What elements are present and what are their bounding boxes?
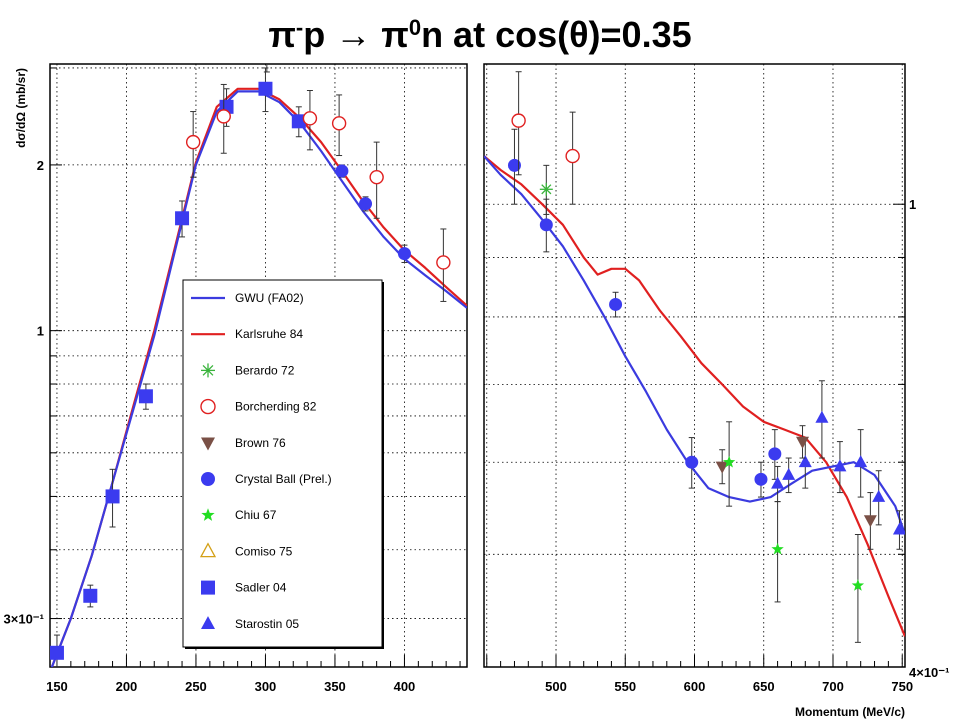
right-point-crystal	[609, 297, 623, 311]
left-point-borcherding	[331, 116, 347, 131]
right-point-starostin	[892, 522, 905, 535]
legend-swatch-brown	[201, 437, 215, 451]
legend-label-starostin: Starostin 05	[235, 617, 299, 631]
left-xtick-label: 350	[324, 679, 346, 694]
legend-label-sadler: Sadler 04	[235, 581, 287, 595]
legend-swatch-berardo-stroke	[202, 364, 214, 376]
x-axis-label: Momentum (MeV/c)	[795, 705, 905, 719]
right-xtick-label: 600	[684, 679, 706, 694]
legend-label-crystal: Crystal Ball (Prel.)	[235, 472, 332, 486]
right-xtick-label: 700	[822, 679, 844, 694]
left-xtick-label: 150	[46, 679, 68, 694]
right-point-chiu	[722, 455, 736, 468]
right-point-borcherding	[511, 113, 526, 128]
right-ytick-label: 4×10⁻¹	[909, 665, 949, 680]
left-point-borcherding	[302, 111, 318, 126]
right-curve-karlsruhe	[484, 155, 905, 637]
legend-swatch-chiu	[201, 508, 215, 521]
y-axis-label: dσ/dΩ (mb/sr)	[14, 68, 28, 148]
right-xtick-label: 750	[891, 679, 913, 694]
left-point-sadler	[105, 489, 120, 504]
left-ytick-label: 3×10⁻¹	[4, 612, 44, 627]
legend-label-brown: Brown 76	[235, 436, 286, 450]
legend-label-borcherding: Borcherding 82	[235, 400, 317, 414]
right-point-starostin	[771, 476, 785, 489]
right-plot-area	[484, 71, 905, 643]
title-part-minus: -	[296, 15, 303, 40]
left-point-borcherding	[216, 109, 231, 124]
right-point-brown	[796, 436, 810, 449]
legend-label-berardo: Berardo 72	[235, 363, 295, 377]
right-xtick-label: 650	[753, 679, 775, 694]
left-ytick-label: 1	[37, 324, 44, 339]
right-point-chiu	[851, 579, 865, 591]
right-point-starostin	[798, 455, 812, 468]
left-point-borcherding	[436, 255, 451, 270]
left-plot-area	[50, 64, 467, 667]
right-point-starostin	[782, 467, 796, 480]
left-point-sadler	[175, 211, 190, 226]
left-xtick-label: 200	[116, 679, 138, 694]
chart-title: π-p → π0n at cos(θ)=0.35	[268, 14, 691, 55]
legend-swatch-starostin	[201, 616, 215, 630]
legend-swatch-borcherding	[200, 398, 216, 415]
legend: GWU (FA02) Karlsruhe 84 Berardo 72 Borcherd…	[182, 279, 384, 649]
left-point-crystal	[359, 197, 373, 211]
left-ytick-label: 2	[37, 158, 44, 173]
left-point-sadler	[83, 588, 98, 603]
right-point-starostin	[872, 489, 886, 502]
left-xtick-label: 400	[394, 679, 416, 694]
title-part-rest: n at cos(θ)=0.35	[421, 14, 692, 55]
legend-label-karlsruhe: Karlsruhe 84	[235, 327, 303, 341]
left-point-crystal	[335, 164, 349, 178]
right-curve-gwu	[484, 155, 905, 535]
legend-swatch-crystal	[201, 472, 215, 486]
left-point-borcherding	[369, 169, 384, 185]
left-point-crystal	[397, 247, 411, 261]
right-point-starostin	[854, 455, 868, 468]
legend-label-chiu: Chiu 67	[235, 508, 277, 522]
legend-label-comiso: Comiso 75	[235, 544, 293, 558]
left-point-sadler	[50, 645, 64, 660]
right-point-brown	[863, 515, 877, 528]
legend-swatch-sadler	[201, 580, 215, 595]
right-point-chiu	[771, 542, 784, 555]
right-point-starostin	[833, 459, 847, 472]
right-xtick-label: 550	[614, 679, 636, 694]
right-point-crystal	[539, 218, 553, 232]
left-point-sadler	[138, 389, 153, 404]
right-point-borcherding	[565, 148, 580, 164]
left-xtick-label: 300	[255, 679, 277, 694]
right-xtick-label: 500	[545, 679, 567, 694]
right-point-crystal	[768, 447, 782, 461]
right-point-berardo	[539, 182, 553, 196]
legend-swatch-comiso	[199, 542, 217, 558]
right-point-crystal	[754, 472, 768, 486]
legend-swatch-berardo	[201, 363, 215, 378]
right-point-brown	[715, 461, 729, 474]
right-ytick-label: 1	[909, 197, 916, 212]
left-panel: 150 200 250 300 350 400 3×10⁻¹ 1 2 dσ/dΩ (mb/sr) G…	[4, 63, 468, 694]
title-part-arrow: p → π	[303, 14, 409, 55]
right-point-crystal	[507, 158, 521, 172]
left-point-sadler	[291, 114, 306, 129]
left-xtick-label: 250	[185, 679, 207, 694]
right-point-starostin	[815, 410, 829, 423]
left-point-sadler	[258, 81, 273, 96]
title-part-pi: π	[268, 14, 296, 55]
title-part-zero: 0	[409, 15, 421, 40]
right-point-berardo-stroke	[541, 184, 552, 195]
legend-box	[182, 279, 383, 648]
legend-label-gwu: GWU (FA02)	[235, 291, 304, 305]
left-point-borcherding	[185, 134, 201, 150]
right-point-crystal	[685, 455, 699, 469]
